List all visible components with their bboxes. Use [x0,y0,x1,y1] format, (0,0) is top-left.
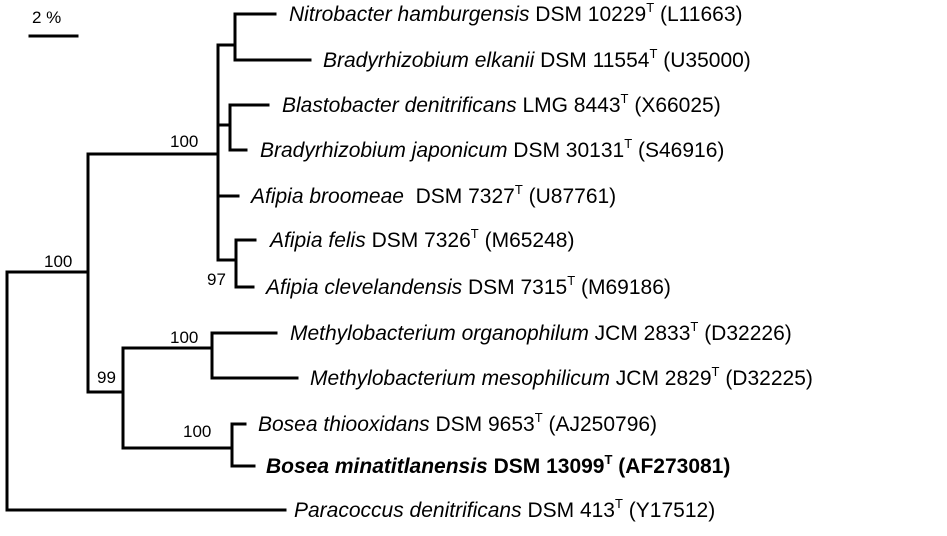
taxon-label: Methylobacterium mesophilicum JCM 2829T … [310,364,813,390]
taxon-label: Afipia felis DSM 7326T (M65248) [270,226,575,252]
taxon-label-highlighted: Bosea minatitlanensis DSM 13099T (AF2730… [266,452,731,478]
taxon-label: Nitrobacter hamburgensis DSM 10229T (L11… [289,0,743,26]
bootstrap-bradyrhizobium-clade: 100 [170,132,199,151]
bootstrap-ingroup: 100 [44,252,73,271]
taxon-label: Blastobacter denitrificans LMG 8443T (X6… [282,91,721,117]
taxon-label: Afipia clevelandensis DSM 7315T (M69186) [266,273,671,299]
taxon-label: Methylobacterium organophilum JCM 2833T … [290,319,792,345]
bootstrap-methylo-bosea-clade: 99 [97,368,116,387]
taxon-label: Afipia broomeae DSM 7327T (U87761) [251,182,617,208]
taxon-label: Bradyrhizobium elkanii DSM 11554T (U3500… [323,46,751,72]
scale-label: 2 % [32,8,62,27]
taxon-label: Paracoccus denitrificans DSM 413T (Y1751… [294,496,716,522]
taxon-label: Bosea thiooxidans DSM 9653T (AJ250796) [258,410,658,436]
bootstrap-afipia-pair: 97 [207,270,226,289]
bootstrap-methylobacterium-clade: 100 [170,328,199,347]
taxon-label: Bradyrhizobium japonicum DSM 30131T (S46… [260,136,725,162]
bootstrap-bosea-clade: 100 [183,422,212,441]
